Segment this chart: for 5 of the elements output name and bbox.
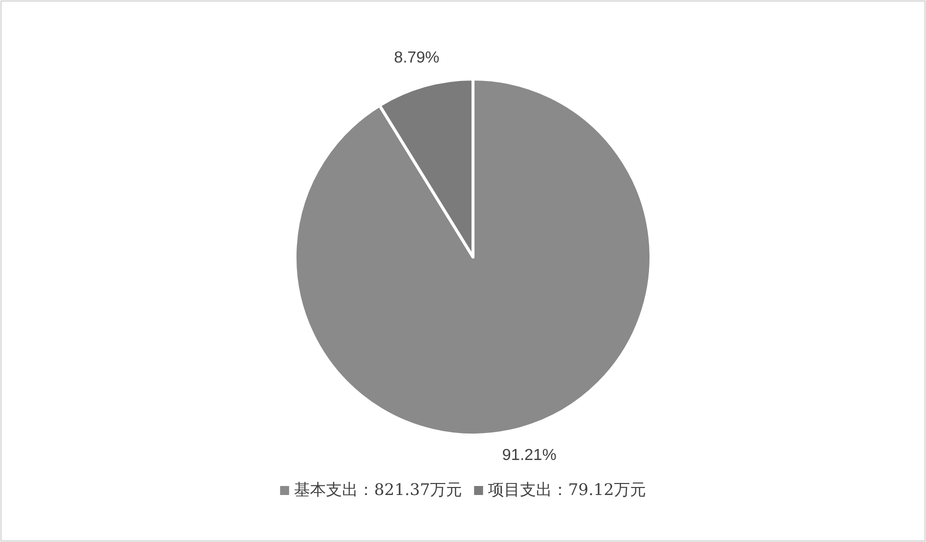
pie-slice (294, 78, 652, 436)
data-label: 8.79% (394, 50, 440, 67)
data-label: 91.21% (502, 446, 556, 464)
legend-label: 基本支出：821.37万元 (294, 480, 462, 500)
legend-label: 项目支出：79.12万元 (488, 480, 646, 500)
